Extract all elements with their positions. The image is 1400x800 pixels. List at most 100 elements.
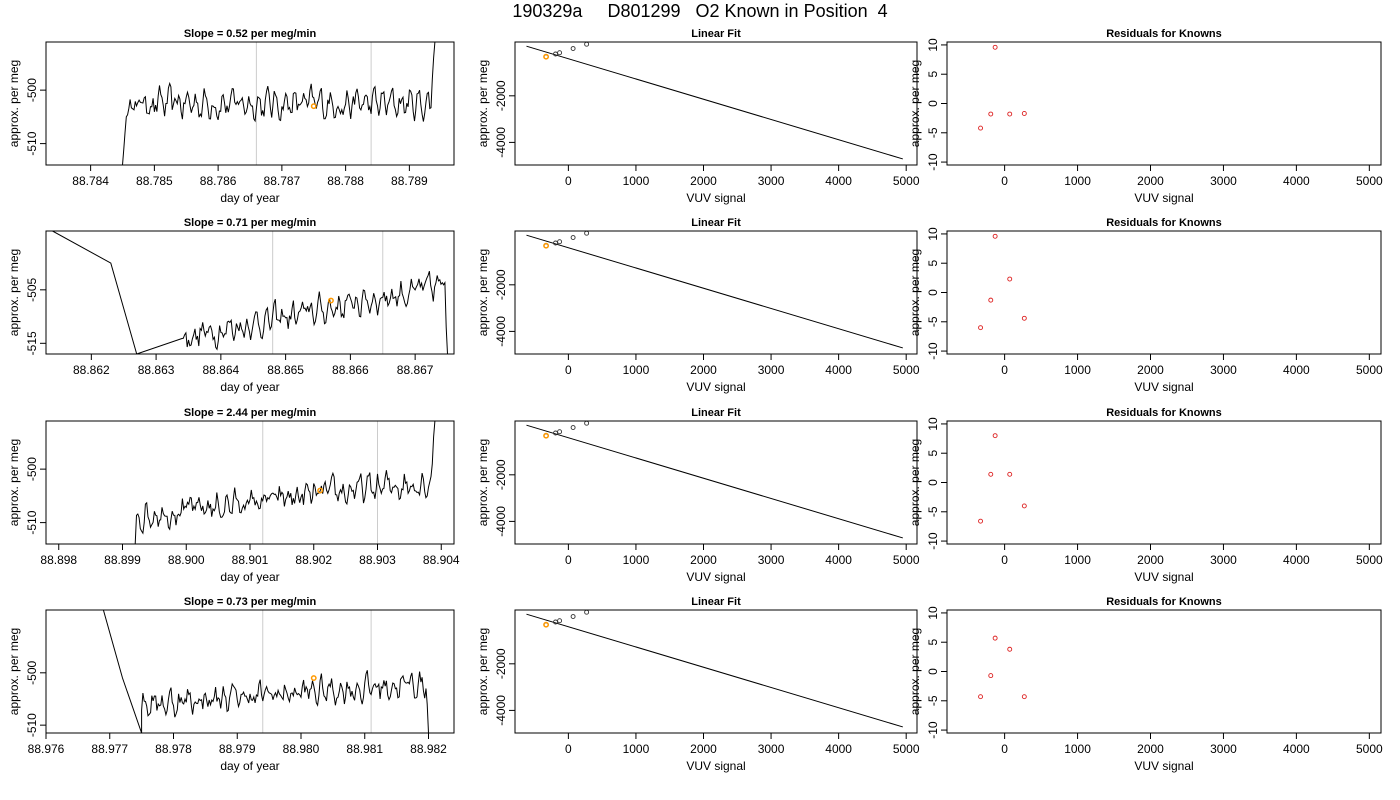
plot-frame — [45, 420, 455, 545]
data-point — [570, 614, 576, 619]
x-tick-label: 3000 — [1210, 553, 1237, 567]
x-tick-label: 88.788 — [327, 174, 364, 188]
x-tick-label: 3000 — [758, 363, 785, 377]
y-axis-label: approx. per meg — [908, 249, 922, 336]
plot-frame — [946, 609, 1382, 734]
x-tick-label: 5000 — [893, 742, 920, 756]
x-tick-label: 88.980 — [283, 742, 320, 756]
panel-title: Slope = 0.73 per meg/min — [184, 596, 317, 608]
x-tick-label: 88.862 — [73, 363, 110, 377]
y-tick-label: 10 — [926, 417, 940, 431]
y-tick-label: -2000 — [494, 269, 508, 300]
marker-point — [310, 103, 317, 110]
x-axis-label: VUV signal — [686, 759, 745, 773]
panel-title: Residuals for Knowns — [1106, 28, 1222, 40]
data-point — [978, 694, 984, 700]
data-point — [978, 325, 984, 331]
panel-title: Slope = 2.44 per meg/min — [184, 407, 317, 419]
x-tick-label: 2000 — [1137, 553, 1164, 567]
panel-title: Residuals for Knowns — [1106, 407, 1222, 419]
x-axis-label: VUV signal — [686, 191, 745, 205]
data-point — [1007, 111, 1013, 117]
x-tick-label: 4000 — [1283, 174, 1310, 188]
y-tick-label: 5 — [926, 639, 940, 646]
x-tick-label: 88.978 — [155, 742, 192, 756]
marker-point — [328, 297, 334, 304]
x-tick-label: 88.979 — [219, 742, 256, 756]
x-tick-label: 0 — [1001, 363, 1008, 377]
y-axis-label: approx. per meg — [908, 60, 922, 147]
plot-frame — [946, 41, 1382, 166]
x-tick-label: 88.865 — [267, 363, 304, 377]
x-tick-label: 88.863 — [138, 363, 175, 377]
plot-area — [526, 610, 903, 728]
y-axis-label: approx. per meg — [7, 628, 21, 715]
x-axis-label: VUV signal — [686, 380, 745, 394]
plot-area — [978, 635, 1027, 700]
data-point — [978, 125, 984, 131]
x-tick-label: 2000 — [1137, 174, 1164, 188]
y-tick-label: -510 — [25, 131, 39, 155]
panel-title: Residuals for Knowns — [1106, 596, 1222, 608]
x-tick-label: 1000 — [1064, 174, 1091, 188]
plot-area — [122, 42, 436, 165]
plot-area — [102, 610, 429, 733]
y-tick-label: -4000 — [494, 127, 508, 158]
panel-title: Slope = 0.71 per meg/min — [184, 217, 317, 229]
figure-title: 190329a D801299 O2 Known in Position 4 — [512, 1, 888, 21]
signal-trace — [134, 421, 436, 544]
x-tick-label: 88.901 — [232, 553, 269, 567]
y-tick-label: -500 — [25, 78, 39, 102]
y-tick-label: -515 — [25, 331, 39, 355]
x-tick-label: 88.899 — [104, 553, 141, 567]
marker-point — [317, 487, 324, 494]
plot-area — [978, 233, 1027, 331]
x-tick-label: 88.981 — [346, 742, 383, 756]
panel-3: Residuals for Knowns 0 1000 2000 3000 4000 500… — [908, 28, 1383, 205]
data-point — [557, 618, 563, 624]
x-tick-label: 2000 — [1137, 742, 1164, 756]
panel-title: Linear Fit — [691, 28, 741, 40]
plot-frame — [514, 609, 918, 734]
y-tick-label: -5 — [926, 695, 940, 706]
data-point — [557, 239, 563, 245]
plot-frame — [946, 420, 1382, 545]
y-axis-label: approx. per meg — [476, 60, 490, 147]
x-tick-label: 1000 — [1064, 742, 1091, 756]
x-tick-label: 0 — [565, 363, 572, 377]
plot-frame — [946, 230, 1382, 355]
data-point — [584, 42, 590, 47]
data-point — [1021, 111, 1027, 116]
plot-frame — [45, 609, 455, 734]
panel-title: Residuals for Knowns — [1106, 217, 1222, 229]
x-tick-label: 88.789 — [391, 174, 428, 188]
panel-2: Linear Fit 0 1000 2000 3000 4000 5000 -4000 -200… — [476, 28, 920, 205]
panel-6: Residuals for Knowns 0 1000 2000 3000 4000 500… — [908, 217, 1383, 394]
panel-1: Slope = 0.52 per meg/min 88.784 88.785 88.7… — [7, 28, 455, 205]
x-tick-label: 0 — [1001, 174, 1008, 188]
data-point — [570, 235, 576, 240]
x-tick-label: 4000 — [1283, 742, 1310, 756]
signal-trace — [122, 42, 436, 165]
plot-area — [134, 421, 436, 544]
x-tick-label: 2000 — [1137, 363, 1164, 377]
y-tick-label: -2000 — [494, 80, 508, 111]
x-tick-label: 1000 — [623, 363, 650, 377]
x-tick-label: 88.982 — [410, 742, 447, 756]
y-tick-label: -2000 — [494, 648, 508, 679]
fit-line — [526, 424, 903, 539]
data-point — [570, 46, 576, 51]
x-tick-label: 0 — [565, 553, 572, 567]
x-tick-label: 88.785 — [136, 174, 173, 188]
x-tick-label: 0 — [1001, 742, 1008, 756]
data-point — [992, 44, 998, 50]
plot-area — [526, 231, 903, 349]
x-tick-label: 5000 — [893, 553, 920, 567]
x-tick-label: 3000 — [758, 742, 785, 756]
y-tick-label: -2000 — [494, 459, 508, 490]
x-tick-label: 88.898 — [40, 553, 77, 567]
x-tick-label: 88.866 — [332, 363, 369, 377]
data-point — [1007, 646, 1013, 652]
x-tick-label: 88.784 — [72, 174, 109, 188]
x-tick-label: 2000 — [690, 553, 717, 567]
